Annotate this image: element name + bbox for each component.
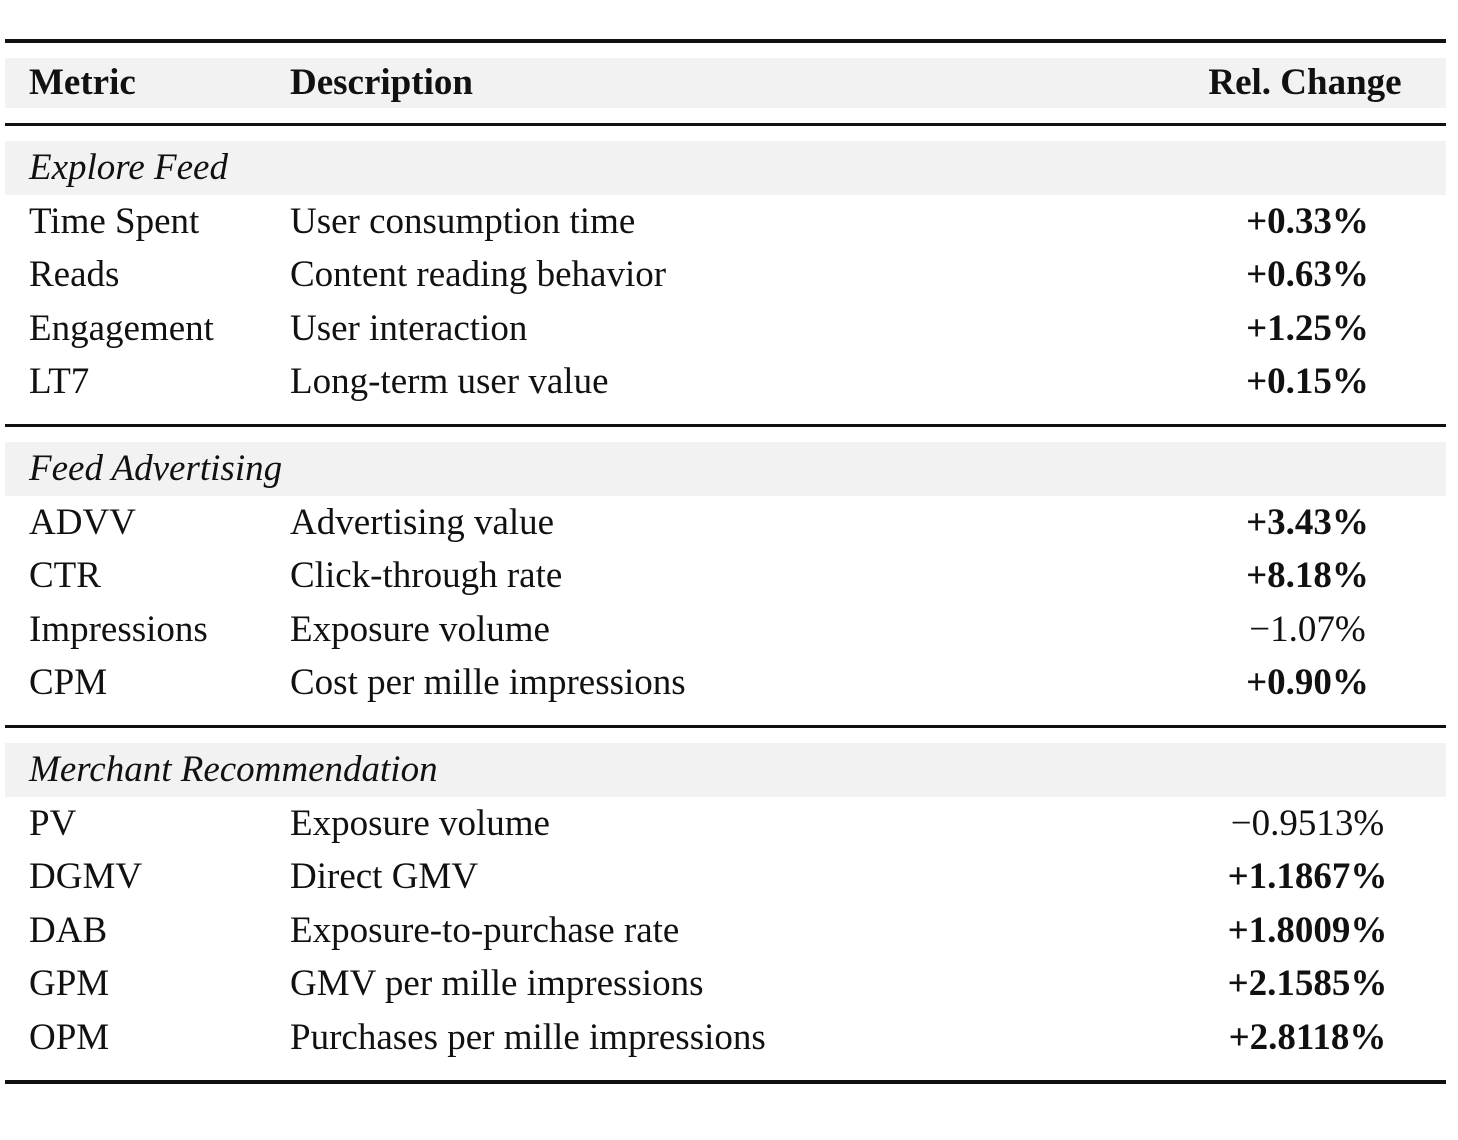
- group-rule: [5, 724, 1446, 728]
- rel-change-cell: +0.90%: [1246, 662, 1369, 704]
- rel-change-cell: +1.25%: [1246, 307, 1369, 349]
- group-header-row: Explore Feed: [5, 141, 1446, 195]
- metric-cell: Impressions: [29, 608, 208, 650]
- metric-cell: Reads: [29, 254, 120, 296]
- description-cell: Exposure-to-purchase rate: [290, 909, 680, 951]
- metric-cell: PV: [29, 802, 77, 844]
- rel-change-cell: +1.8009%: [1227, 909, 1388, 951]
- header-metric: Metric: [29, 62, 136, 103]
- header-rel-change: Rel. Change: [1208, 62, 1402, 103]
- bottom-rule: [5, 1079, 1446, 1084]
- description-cell: Direct GMV: [290, 856, 479, 898]
- results-table: Metric Description Rel. Change Explore F…: [5, 39, 1446, 1084]
- top-rule: [5, 39, 1446, 43]
- table-row: ADVV Advertising value +3.43%: [5, 496, 1446, 550]
- metric-cell: LT7: [29, 361, 90, 403]
- group-title: Merchant Recommendation: [29, 748, 438, 790]
- rel-change-cell: −0.9513%: [1230, 802, 1385, 844]
- table-row: OPM Purchases per mille impressions +2.811…: [5, 1011, 1446, 1065]
- table-row: GPM GMV per mille impressions +2.1585%: [5, 957, 1446, 1011]
- group-header-row: Feed Advertising: [5, 441, 1446, 496]
- rel-change-cell: +0.33%: [1246, 200, 1369, 242]
- group-header-row: Merchant Recommendation: [5, 742, 1446, 797]
- metric-cell: OPM: [29, 1016, 110, 1058]
- rel-change-cell: −1.07%: [1249, 608, 1366, 650]
- description-cell: Cost per mille impressions: [290, 662, 686, 704]
- metric-cell: CPM: [29, 662, 108, 704]
- metric-cell: Time Spent: [29, 200, 200, 242]
- description-cell: Exposure volume: [290, 608, 550, 650]
- description-cell: User consumption time: [290, 200, 636, 242]
- description-cell: Advertising value: [290, 501, 555, 543]
- group-rule: [5, 423, 1446, 427]
- description-cell: Long-term user value: [290, 361, 609, 403]
- description-cell: Purchases per mille impressions: [290, 1016, 766, 1058]
- header-row: Metric Description Rel. Change: [5, 58, 1446, 108]
- rel-change-cell: +8.18%: [1246, 555, 1369, 597]
- metric-cell: ADVV: [29, 501, 136, 543]
- table-row: CTR Click-through rate +8.18%: [5, 549, 1446, 603]
- rel-change-cell: +0.63%: [1246, 254, 1369, 296]
- metric-cell: Engagement: [29, 307, 214, 349]
- rel-change-cell: +0.15%: [1246, 361, 1369, 403]
- table-row: CPM Cost per mille impressions +0.90%: [5, 656, 1446, 710]
- table-row: Impressions Exposure volume −1.07%: [5, 603, 1446, 657]
- group-title: Feed Advertising: [29, 447, 283, 489]
- table-row: DAB Exposure-to-purchase rate +1.8009%: [5, 904, 1446, 958]
- table-row: DGMV Direct GMV +1.1867%: [5, 850, 1446, 904]
- metric-cell: DGMV: [29, 856, 143, 898]
- metric-cell: CTR: [29, 555, 101, 597]
- rel-change-cell: +3.43%: [1246, 501, 1369, 543]
- metric-cell: DAB: [29, 909, 108, 951]
- metric-cell: GPM: [29, 963, 110, 1005]
- description-cell: Exposure volume: [290, 802, 550, 844]
- group-title: Explore Feed: [29, 147, 228, 188]
- rel-change-cell: +1.1867%: [1227, 856, 1388, 898]
- header-description: Description: [290, 62, 473, 103]
- description-cell: Content reading behavior: [290, 254, 667, 296]
- table-row: Reads Content reading behavior +0.63%: [5, 248, 1446, 302]
- description-cell: Click-through rate: [290, 555, 563, 597]
- table-row: Engagement User interaction +1.25%: [5, 302, 1446, 356]
- table-row: LT7 Long-term user value +0.15%: [5, 355, 1446, 409]
- table-row: Time Spent User consumption time +0.33%: [5, 195, 1446, 249]
- header-rule: [5, 123, 1446, 126]
- description-cell: User interaction: [290, 307, 528, 349]
- rel-change-cell: +2.1585%: [1227, 963, 1388, 1005]
- rel-change-cell: +2.8118%: [1228, 1016, 1387, 1058]
- description-cell: GMV per mille impressions: [290, 963, 704, 1005]
- table-body: Explore Feed Time Spent User consumption t…: [5, 126, 1446, 1084]
- table-row: PV Exposure volume −0.9513%: [5, 797, 1446, 851]
